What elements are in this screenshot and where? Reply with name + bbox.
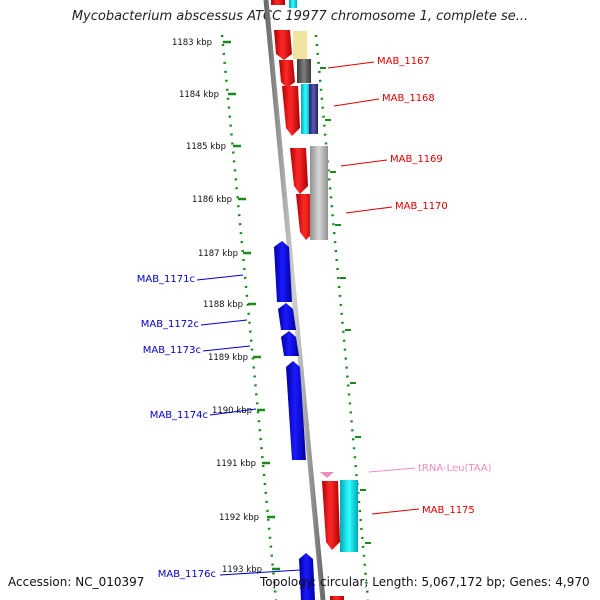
gene-feature[interactable] <box>330 596 344 600</box>
gene-label[interactable]: MAB_1173c <box>143 345 201 356</box>
accession-text: Accession: NC_010397 <box>8 575 145 589</box>
scale-label: 1187 kbp <box>198 249 238 259</box>
gene-label[interactable]: MAB_1176c <box>158 569 216 580</box>
major-ticks <box>223 40 280 571</box>
gene-label[interactable]: MAB_1168 <box>382 93 435 104</box>
gene-feature-mab-1169[interactable] <box>290 148 308 194</box>
scale-label: 1184 kbp <box>179 90 219 100</box>
gene-feature[interactable] <box>271 0 285 5</box>
scale-label: 1190 kbp <box>212 406 252 416</box>
gene-feature[interactable] <box>301 84 310 134</box>
gene-feature-mab-1170[interactable] <box>296 194 314 240</box>
scale-label: 1185 kbp <box>186 142 226 152</box>
gene-feature[interactable] <box>340 480 358 552</box>
scale-label: 1192 kbp <box>219 513 259 523</box>
gene-label[interactable]: tRNA-Leu(TAA) <box>418 463 492 474</box>
gene-labels: MAB_1167 MAB_1168 MAB_1169 MAB_1170 MAB_… <box>137 56 492 580</box>
scale-label: 1193 kbp <box>222 565 262 575</box>
reverse-genes <box>274 241 315 600</box>
forward-genes <box>271 0 358 600</box>
gene-feature[interactable] <box>297 59 311 83</box>
gene-label[interactable]: MAB_1170 <box>395 201 448 212</box>
map-title: Mycobacterium abscessus ATCC 19977 chrom… <box>71 9 529 24</box>
leader-lines <box>196 61 420 576</box>
scale-label: 1189 kbp <box>208 353 248 363</box>
scale-label: 1183 kbp <box>172 38 212 48</box>
gene-feature-mab-1176c[interactable] <box>299 553 315 600</box>
gene-feature-mab-1173c[interactable] <box>281 331 299 356</box>
gene-label[interactable]: MAB_1175 <box>422 505 475 516</box>
gene-feature-trna-leu[interactable] <box>320 472 334 478</box>
gene-feature-mab-1167[interactable] <box>274 30 292 60</box>
gene-feature-mab-1168[interactable] <box>282 86 300 136</box>
right-ticks <box>320 67 371 544</box>
gene-feature[interactable] <box>279 60 295 88</box>
gene-label[interactable]: MAB_1169 <box>390 154 443 165</box>
gene-feature-mab-1171c[interactable] <box>274 241 292 302</box>
scale-label: 1191 kbp <box>216 459 256 469</box>
gene-feature-mab-1172c[interactable] <box>278 303 296 330</box>
gene-feature-mab-1174c[interactable] <box>286 361 306 460</box>
scale-labels: 1183 kbp 1184 kbp 1185 kbp 1186 kbp 1187… <box>172 38 262 575</box>
gene-feature[interactable] <box>289 0 297 8</box>
scale-label: 1188 kbp <box>203 300 243 310</box>
gene-label[interactable]: MAB_1171c <box>137 274 195 285</box>
gene-feature[interactable] <box>293 31 307 59</box>
gene-feature[interactable] <box>309 84 318 134</box>
scale-label: 1186 kbp <box>192 195 232 205</box>
gene-feature[interactable] <box>310 146 328 240</box>
gene-label[interactable]: MAB_1167 <box>377 56 430 67</box>
genome-backbone <box>263 0 326 600</box>
gene-label[interactable]: MAB_1174c <box>150 410 208 421</box>
gene-label[interactable]: MAB_1172c <box>141 319 199 330</box>
genome-summary-text: Topology: circular; Length: 5,067,172 bp… <box>260 575 590 589</box>
gene-feature-mab-1175[interactable] <box>322 481 340 550</box>
